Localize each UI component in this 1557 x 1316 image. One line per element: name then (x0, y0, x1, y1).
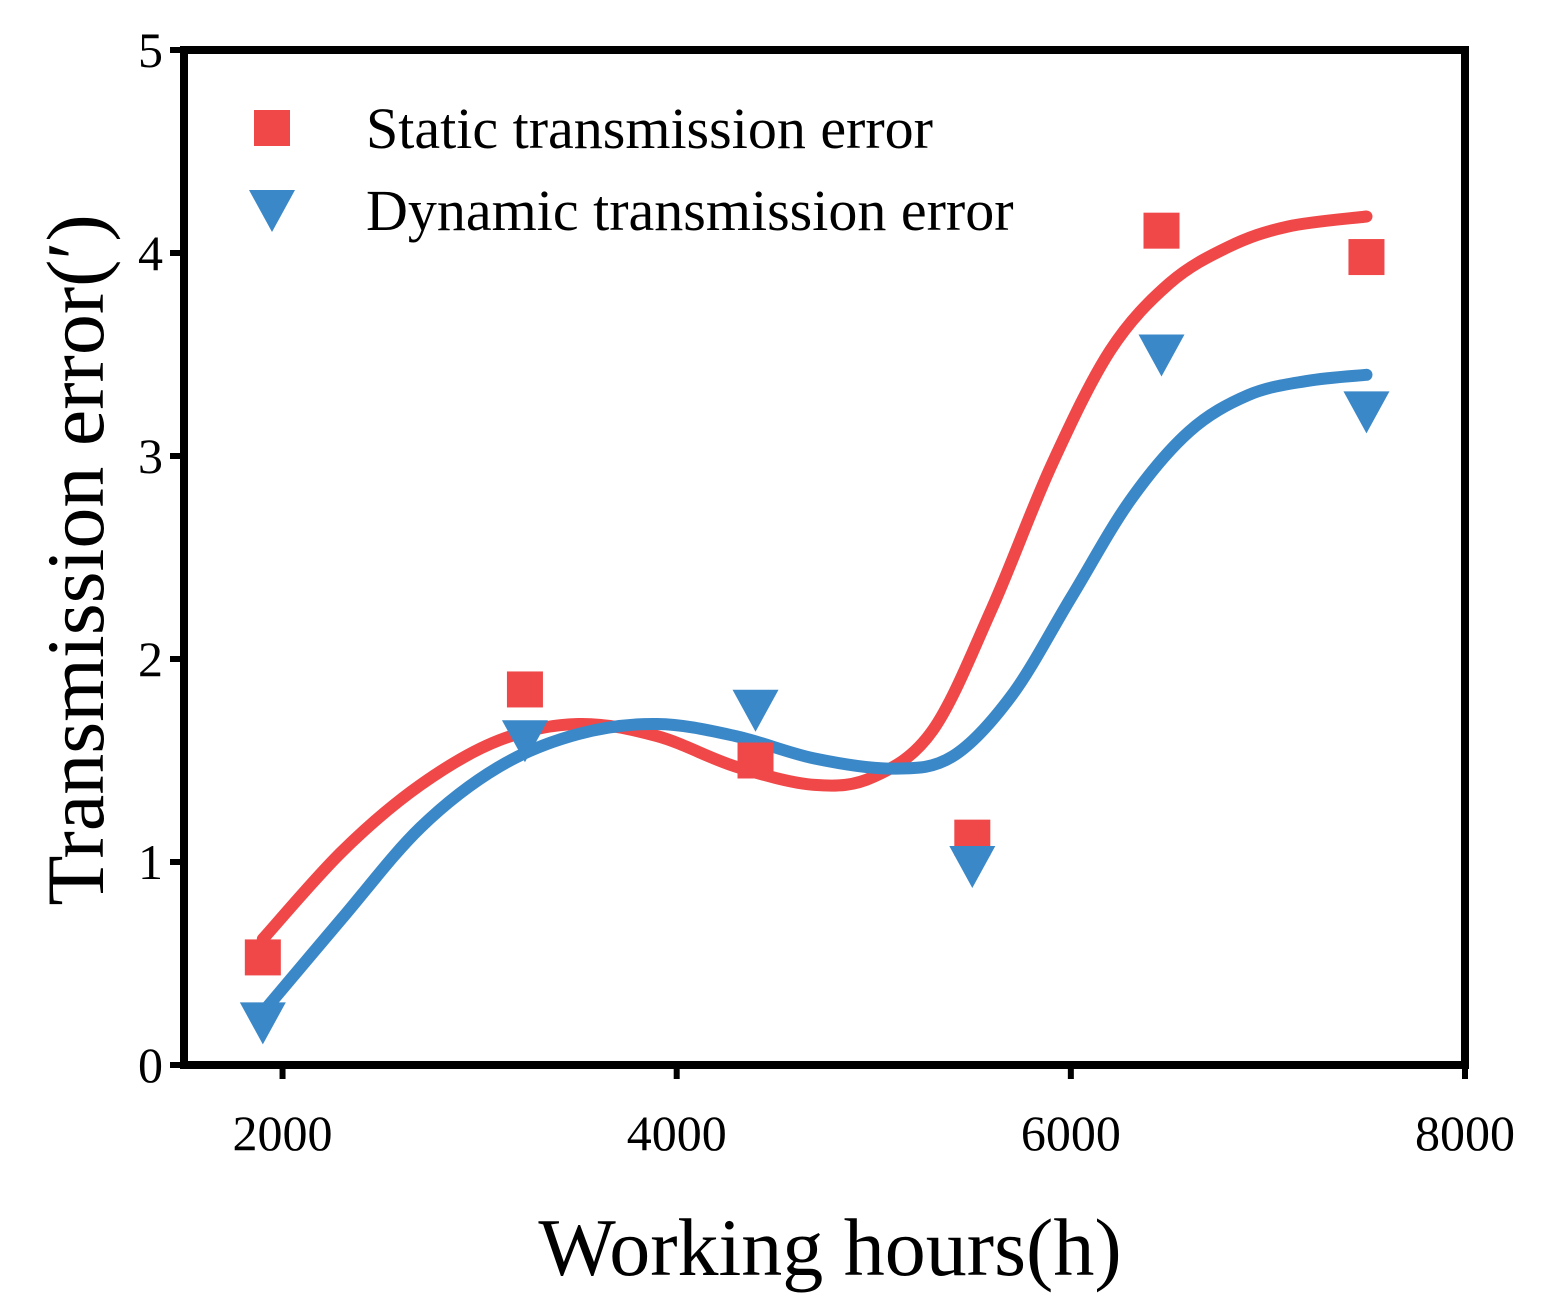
y-tick-label: 1 (138, 834, 163, 890)
data-point-series-1 (506, 671, 543, 708)
x-axis: 2000 4000 6000 8000 (233, 1065, 1515, 1161)
data-point-series-2 (1138, 334, 1185, 377)
fit-curves (256, 210, 1373, 1019)
data-point-series-2 (1343, 391, 1390, 434)
data-point-series-1 (244, 939, 281, 976)
data-point-series-1 (737, 742, 774, 779)
x-tick-label: 4000 (627, 1105, 727, 1161)
x-tick-label: 8000 (1415, 1105, 1515, 1161)
x-axis-title: Working hours(h) (538, 1202, 1121, 1293)
y-tick-label: 2 (138, 631, 163, 687)
y-tick-label: 0 (138, 1037, 163, 1093)
data-point-series-2 (732, 689, 779, 732)
data-point-series-2 (949, 846, 996, 889)
data-point-series-2 (239, 1002, 286, 1045)
y-tick-label: 4 (138, 225, 163, 281)
legend-label-2: Dynamic transmission error (366, 178, 1014, 243)
y-axis: 0 1 2 3 4 5 (138, 22, 184, 1093)
fit-curve-2 (256, 368, 1373, 1019)
legend-label-1: Static transmission error (366, 96, 933, 161)
y-tick-label: 5 (138, 22, 163, 78)
plot-frame (180, 46, 1469, 1069)
data-point-series-1 (1143, 212, 1180, 249)
data-points (239, 212, 1390, 1045)
legend-marker-2 (249, 190, 295, 232)
data-point-series-2 (501, 720, 548, 763)
data-point-series-1 (1348, 239, 1385, 276)
y-axis-title: Transmission error(′) (30, 214, 121, 905)
legend: Static transmission error Dynamic transmi… (249, 96, 1014, 243)
fit-curve-1 (256, 210, 1373, 946)
y-tick-label: 3 (138, 428, 163, 484)
x-tick-label: 2000 (233, 1105, 333, 1161)
x-tick-label: 6000 (1021, 1105, 1121, 1161)
legend-marker-1 (254, 110, 290, 146)
